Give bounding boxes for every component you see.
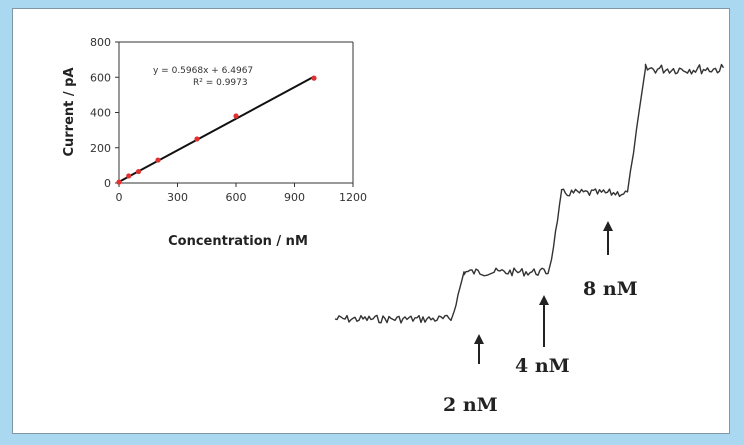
calibration-point [311, 75, 317, 81]
fit-equation: y = 0.5968x + 6.4967 [153, 66, 253, 76]
inset-y-tick-label: 200 [90, 142, 111, 155]
calibration-point [126, 173, 132, 179]
calibration-point [155, 157, 161, 163]
inset-x-tick-label: 600 [226, 191, 247, 204]
arrow-2nm [474, 334, 484, 364]
arrow-4nm-head [539, 295, 549, 305]
inset-y-tick-label: 400 [90, 107, 111, 120]
arrow-8nm [603, 221, 613, 255]
inset-x-tick-label: 900 [284, 191, 305, 204]
calibration-point [194, 136, 200, 142]
inset-points [116, 75, 317, 185]
calibration-point [233, 113, 239, 119]
inset-x-tick-label: 300 [167, 191, 188, 204]
inset-y-tick-label: 600 [90, 71, 111, 84]
figure-svg: 0 300 600 900 1200 0 200 400 600 800 y = 0.5968x … [62, 36, 725, 416]
figure-panel: 0 300 600 900 1200 0 200 400 600 800 y = 0.5968x … [12, 8, 730, 434]
fit-r-squared: R² = 0.9973 [193, 78, 248, 88]
arrow-4nm [539, 295, 549, 347]
calibration-inset: 0 300 600 900 1200 0 200 400 600 800 y = 0.5968x … [62, 36, 367, 249]
inset-y-tick-label: 0 [104, 177, 111, 190]
inset-ticks: 0 300 600 900 1200 0 200 400 600 800 [90, 36, 367, 204]
arrow-2nm-head [474, 334, 484, 344]
label-8nm: 8 nM [583, 278, 638, 300]
label-2nm: 2 nM [443, 394, 498, 416]
inset-x-tick-label: 0 [116, 191, 123, 204]
fit-line [118, 75, 315, 183]
arrow-8nm-head [603, 221, 613, 231]
calibration-point [135, 168, 142, 175]
inset-x-tick-label: 1200 [339, 191, 367, 204]
label-4nm: 4 nM [515, 355, 570, 377]
inset-y-axis-title: Current / pA [62, 67, 77, 156]
current-trace [334, 63, 725, 324]
inset-x-axis-title: Concentration / nM [168, 234, 308, 249]
inset-y-tick-label: 800 [90, 36, 111, 49]
calibration-point [116, 179, 122, 185]
